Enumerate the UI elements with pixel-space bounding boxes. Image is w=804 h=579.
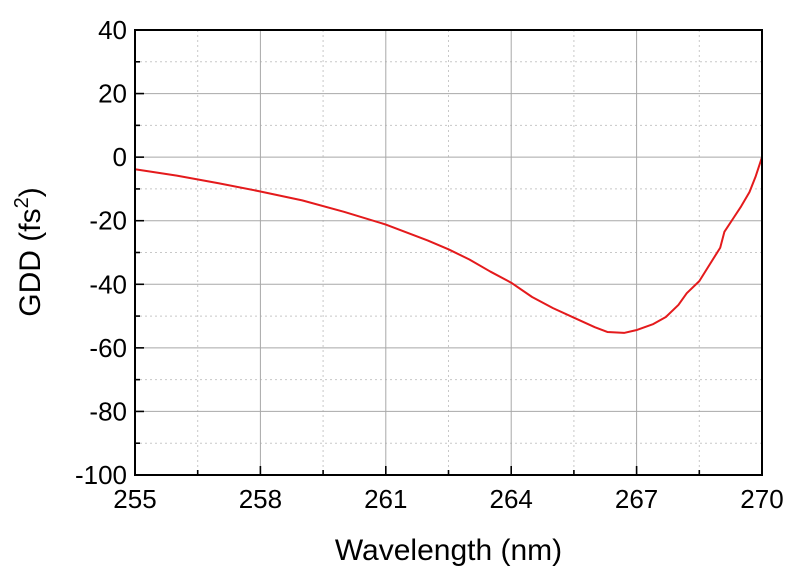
- y-tick-label: -80: [89, 396, 127, 426]
- y-axis-title-main: GDD (fs: [14, 208, 47, 316]
- y-axis-title: GDD (fs2): [11, 187, 47, 316]
- y-tick-label: -20: [89, 206, 127, 236]
- x-tick-label: 255: [113, 484, 156, 514]
- y-tick-label: 0: [113, 142, 127, 172]
- series-layer: [134, 156, 763, 334]
- y-tick-label: 40: [98, 15, 127, 45]
- tick-labels: 255 258 261 264 267 270 -100 -80 -60 -40 -20 0 20 40: [75, 15, 784, 514]
- x-tick-label: 261: [364, 484, 407, 514]
- x-tick-label: 270: [740, 484, 783, 514]
- x-tick-label: 264: [490, 484, 533, 514]
- y-axis-title-close: ): [14, 187, 47, 197]
- axis-ticks: [134, 29, 763, 476]
- x-tick-label: 258: [239, 484, 282, 514]
- y-axis-title-sup: 2: [11, 197, 33, 208]
- y-tick-label: 20: [98, 79, 127, 109]
- x-tick-label: 267: [615, 484, 658, 514]
- y-tick-label: -60: [89, 333, 127, 363]
- x-axis-title: Wavelength (nm): [335, 534, 562, 567]
- y-tick-label: -40: [89, 269, 127, 299]
- y-tick-label: -100: [75, 460, 127, 490]
- grid: [135, 30, 762, 475]
- gdd-series-line: [134, 156, 763, 334]
